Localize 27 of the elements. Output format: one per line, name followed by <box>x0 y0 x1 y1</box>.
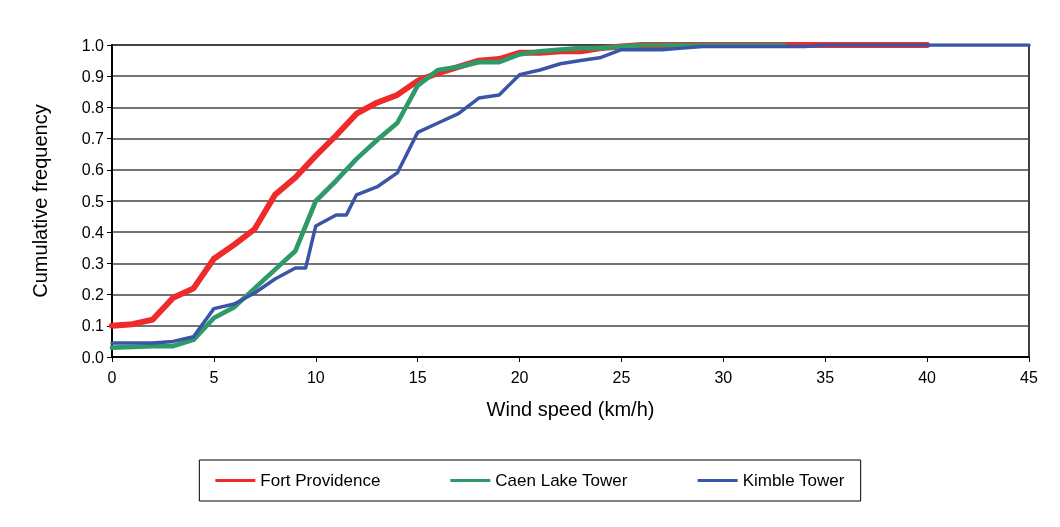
y-tick-label: 0.1 <box>81 317 105 335</box>
x-tick-label: 0 <box>107 368 117 386</box>
x-tick-label: 10 <box>306 368 325 386</box>
y-axis-title: Cumulative frequency <box>29 104 51 298</box>
y-tick-label: 0.4 <box>81 223 105 241</box>
x-tick-label: 30 <box>714 368 733 386</box>
legend-label: Kimble Tower <box>742 471 845 490</box>
y-tick-label: 0.7 <box>81 130 105 148</box>
y-tick-label: 0.0 <box>81 348 105 366</box>
legend-label: Fort Providence <box>260 471 381 490</box>
x-tick-label: 25 <box>612 368 631 386</box>
x-tick-label: 15 <box>408 368 427 386</box>
y-tick-label: 0.6 <box>81 161 105 179</box>
y-tick-label: 0.8 <box>81 98 105 116</box>
x-axis-title: Wind speed (km/h) <box>486 398 655 420</box>
legend-label: Caen Lake Tower <box>495 471 628 490</box>
y-tick-label: 0.5 <box>81 192 105 210</box>
y-tick-label: 0.2 <box>81 286 105 304</box>
line-series <box>110 43 1031 345</box>
x-tick-label: 35 <box>816 368 835 386</box>
y-tick-label: 1.0 <box>81 36 105 54</box>
x-tick-label: 5 <box>209 368 219 386</box>
y-tick-label: 0.9 <box>81 67 105 85</box>
x-tick-label: 20 <box>510 368 529 386</box>
x-tick-label: 40 <box>918 368 937 386</box>
x-tick-label: 45 <box>1020 368 1038 386</box>
y-tick-label: 0.3 <box>81 254 105 272</box>
